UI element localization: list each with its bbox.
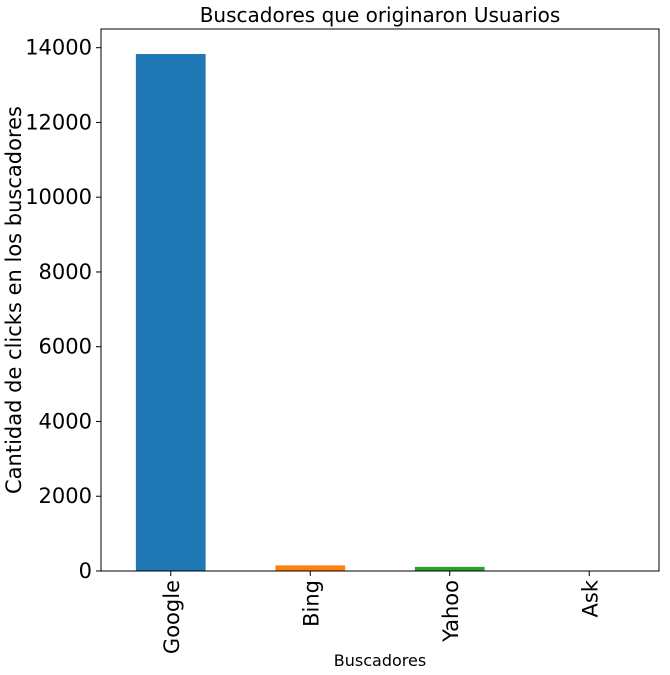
y-tick-label: 10000 xyxy=(25,185,92,209)
plot-area: 0 2000 4000 6000 8000 10000 12000 14000 Google Bi… xyxy=(25,28,660,654)
y-tick-label: 12000 xyxy=(25,110,92,134)
chart-title: Buscadores que originaron Usuarios xyxy=(200,3,561,27)
axes-frame xyxy=(100,28,660,572)
bar-bing xyxy=(275,565,346,571)
x-tick-label-google: Google xyxy=(160,580,184,654)
y-tick-label: 6000 xyxy=(39,335,92,359)
x-axis-label: Buscadores xyxy=(334,651,426,670)
x-tick-label-ask: Ask xyxy=(578,579,602,617)
bar-yahoo xyxy=(414,566,485,571)
y-tick-label: 4000 xyxy=(39,409,92,433)
y-tick-label: 2000 xyxy=(39,484,92,508)
x-tick-label-bing: Bing xyxy=(299,580,323,627)
y-tick-label: 14000 xyxy=(25,36,92,60)
y-tick-label: 8000 xyxy=(39,260,92,284)
y-tick-label: 0 xyxy=(79,559,92,583)
bar-google xyxy=(135,54,206,572)
x-tick-label-yahoo: Yahoo xyxy=(439,580,463,643)
y-axis-label: Cantidad de clicks en los buscadores xyxy=(2,106,26,494)
